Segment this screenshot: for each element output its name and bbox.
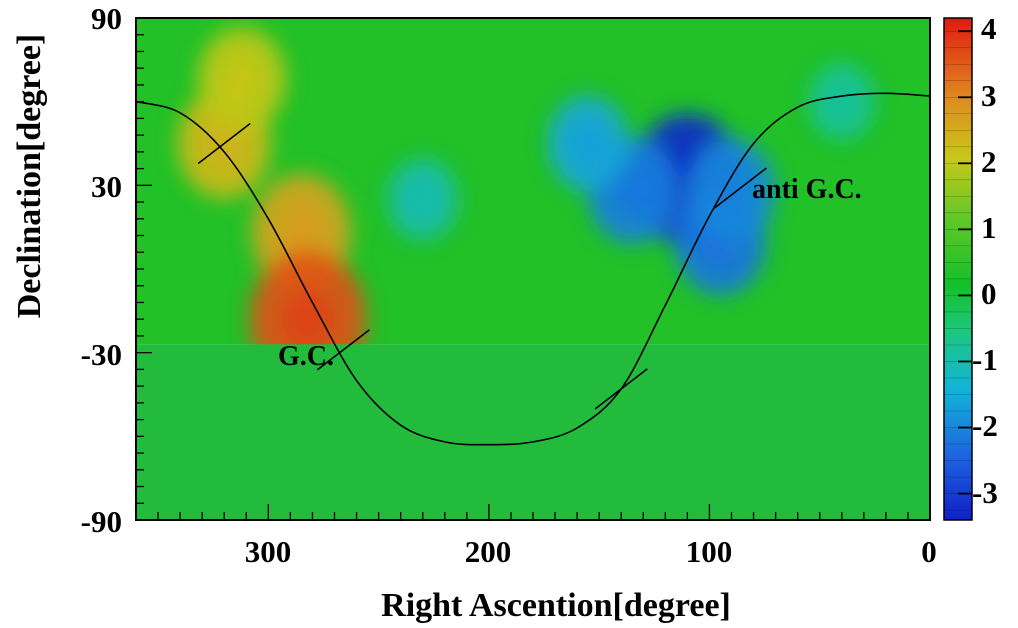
y-tick-label: -30 [81,337,122,372]
galactic-marker [594,368,648,410]
unobserved-sky-region [136,344,930,520]
significance-blobs [177,27,875,389]
y-axis-label: Declination[degree] [11,34,48,319]
plot-area [136,18,930,520]
y-tick-label: 90 [91,1,122,36]
significance-core [569,122,607,165]
significance-core [826,84,857,120]
x-tick-label: 200 [465,534,512,569]
colorbar-tick-label: 1 [981,210,997,245]
colorbar [943,17,973,521]
galactic-marker [713,167,767,209]
y-tick-label: -90 [81,504,122,539]
significance-core [711,167,752,215]
x-tick-label: 100 [686,534,733,569]
annotation-anti-gc: anti G.C. [752,174,862,205]
colorbar-tick-label: 2 [981,144,997,179]
colorbar-tick-label: 4 [981,11,997,46]
x-axis-label: Right Ascention[degree] [381,587,731,624]
x-tick-label: 0 [921,534,937,569]
significance-core [406,180,439,218]
y-tick-label: 30 [91,169,122,204]
colorbar-tick-label: -2 [972,408,998,443]
y-axis-ticks [136,17,152,521]
significance-core [612,167,653,215]
galactic-marker [197,122,251,165]
significance-core [281,287,335,351]
significance-core [279,206,324,260]
galactic-plane-curve [136,92,930,446]
colorbar-tick-label: -1 [972,342,998,377]
colorbar-tick-label: 3 [981,78,997,113]
significance-core [222,55,262,103]
colorbar-tick-label: 0 [981,276,997,311]
galactic-markers [197,122,767,410]
colorbar-tick-label: -3 [972,475,998,510]
galactic-marker [316,329,370,371]
colorbar-ticks [958,30,972,495]
x-axis-ticks [135,504,931,520]
annotation-gc: G.C. [278,341,334,372]
x-tick-label: 300 [245,534,292,569]
